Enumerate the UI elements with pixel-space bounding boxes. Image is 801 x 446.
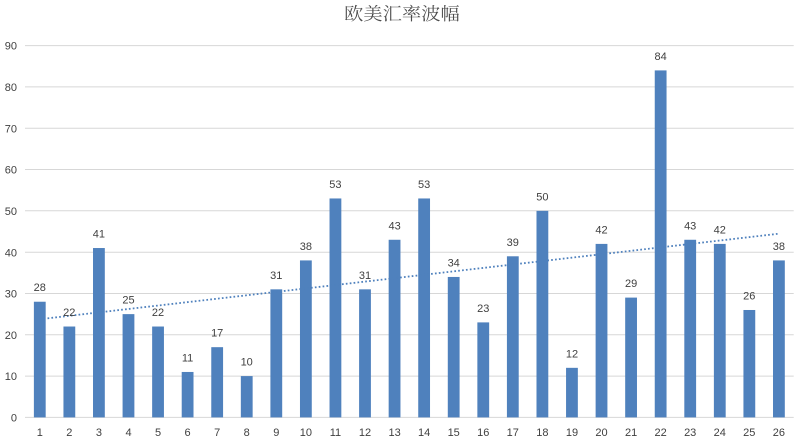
svg-text:84: 84 [654,51,666,63]
svg-text:23: 23 [477,303,489,315]
svg-text:14: 14 [418,427,430,439]
svg-text:24: 24 [714,427,726,439]
svg-text:28: 28 [34,282,46,294]
svg-text:6: 6 [185,427,191,439]
svg-text:43: 43 [388,220,400,232]
svg-text:39: 39 [507,237,519,249]
svg-text:43: 43 [684,220,696,232]
svg-text:2: 2 [66,427,72,439]
svg-text:20: 20 [5,330,17,342]
svg-text:5: 5 [155,427,161,439]
svg-text:90: 90 [5,41,17,53]
svg-text:12: 12 [566,348,578,360]
svg-text:7: 7 [214,427,220,439]
svg-text:11: 11 [330,427,341,439]
svg-text:53: 53 [329,179,341,191]
svg-text:11: 11 [182,353,193,365]
svg-text:19: 19 [566,427,578,439]
svg-text:17: 17 [507,427,519,439]
svg-text:50: 50 [5,206,17,218]
svg-text:0: 0 [11,413,17,425]
svg-text:22: 22 [152,307,164,319]
svg-text:15: 15 [448,427,460,439]
svg-text:16: 16 [477,427,489,439]
svg-text:21: 21 [625,427,637,439]
svg-text:10: 10 [241,357,253,369]
svg-text:30: 30 [5,289,17,301]
svg-text:10: 10 [5,371,17,383]
svg-text:12: 12 [359,427,371,439]
svg-text:31: 31 [270,270,282,282]
svg-text:50: 50 [536,191,548,203]
svg-text:38: 38 [773,241,785,253]
svg-text:10: 10 [300,427,312,439]
svg-text:41: 41 [93,229,105,241]
svg-text:34: 34 [448,257,460,269]
svg-text:18: 18 [536,427,548,439]
svg-text:3: 3 [96,427,102,439]
svg-text:26: 26 [743,291,755,303]
svg-text:22: 22 [63,307,75,319]
svg-text:17: 17 [211,328,223,340]
svg-text:29: 29 [625,278,637,290]
svg-text:40: 40 [5,247,17,259]
svg-text:23: 23 [684,427,696,439]
svg-text:13: 13 [388,427,400,439]
svg-text:25: 25 [122,295,134,307]
svg-text:70: 70 [5,123,17,135]
svg-text:4: 4 [125,427,131,439]
svg-text:42: 42 [595,224,607,236]
svg-text:22: 22 [654,427,666,439]
svg-text:1: 1 [37,427,43,439]
svg-text:38: 38 [300,241,312,253]
svg-text:20: 20 [595,427,607,439]
svg-text:60: 60 [5,165,17,177]
svg-text:26: 26 [773,427,785,439]
svg-text:8: 8 [244,427,250,439]
svg-text:53: 53 [418,179,430,191]
svg-text:25: 25 [743,427,755,439]
svg-text:80: 80 [5,82,17,94]
svg-text:9: 9 [273,427,279,439]
svg-text:42: 42 [714,224,726,236]
svg-text:31: 31 [359,270,371,282]
